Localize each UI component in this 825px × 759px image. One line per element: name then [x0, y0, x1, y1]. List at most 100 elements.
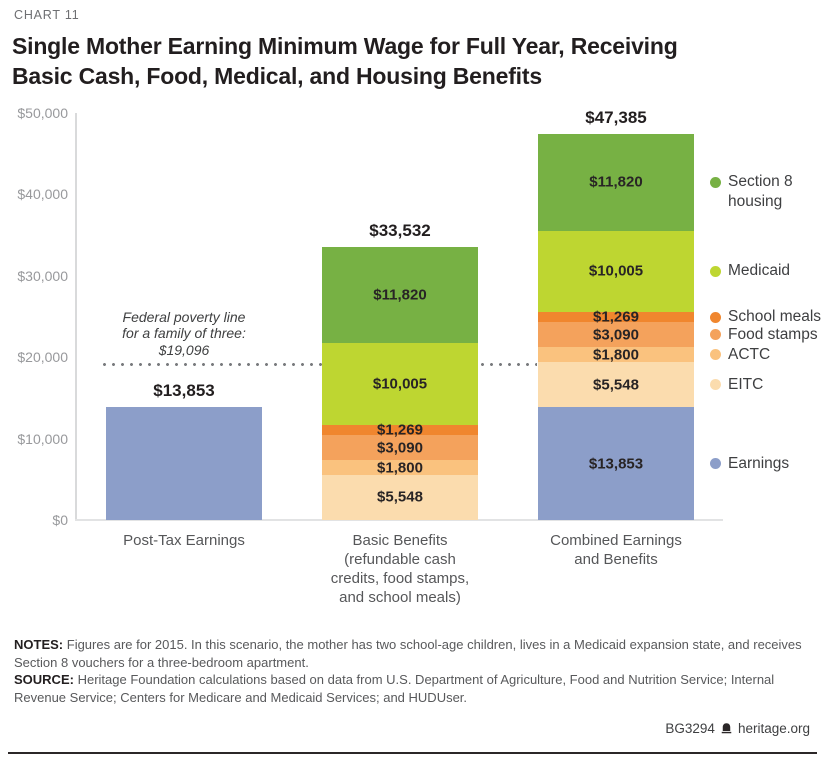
notes-paragraph: NOTES: Figures are for 2015. In this sce… — [14, 636, 813, 671]
legend-item-eitc: EITC — [710, 375, 763, 395]
category-label-1-line1: Post-Tax Earnings — [123, 532, 245, 549]
legend-label-eitc-line1: EITC — [728, 375, 764, 393]
bar-total-label-3: $47,385 — [585, 108, 647, 128]
legend-label-section8-line2: housing — [728, 193, 783, 211]
poverty-line — [103, 363, 537, 367]
bar-segment-earnings — [106, 407, 262, 520]
bar-segment-value-food_stamps: $3,090 — [377, 439, 423, 457]
poverty-line-annotation: Federal poverty line for a family of thre… — [84, 309, 284, 359]
legend-label-actc-line1: ACTC — [728, 345, 771, 363]
page-title-line2: Basic Cash, Food, Medical, and Housing B… — [12, 63, 542, 89]
legend-label-school_meals-line1: School meals — [728, 308, 822, 326]
page-title-line1: Single Mother Earning Minimum Wage for F… — [12, 33, 678, 59]
bar-segment-food_stamps — [322, 435, 478, 461]
report-id: BG3294 — [665, 721, 715, 736]
legend-item-food_stamps: Food stamps — [710, 325, 818, 345]
bar-segment-medicaid — [322, 343, 478, 425]
bar-segment-value-food_stamps: $3,090 — [593, 326, 639, 344]
y-axis-tick-30000: $30,000 — [17, 267, 68, 284]
y-axis-tick-40000: $40,000 — [17, 186, 68, 203]
page-title: Single Mother Earning Minimum Wage for F… — [12, 31, 678, 91]
bar-segment-value-medicaid: $10,005 — [588, 262, 644, 280]
legend-swatch-food_stamps — [710, 329, 721, 341]
bar-segment-value-earnings: $13,853 — [588, 455, 644, 473]
bar-segment-value-school_meals: $1,269 — [593, 308, 639, 326]
bar-segment-section8 — [322, 247, 478, 344]
source-paragraph: SOURCE: Heritage Foundation calculations… — [14, 671, 813, 706]
bar-total-label-2: $33,532 — [369, 221, 431, 241]
stacked-bar-chart: $0 $10,000 $20,000 $30,000 $40,000 $50,000 Fed… — [17, 105, 821, 607]
bar-segment-school_meals — [538, 311, 694, 323]
y-axis-tick-0: $0 — [52, 512, 68, 528]
y-axis-tick-50000: $50,000 — [17, 105, 68, 121]
category-label-3-line1: Combined Earnings — [550, 532, 682, 549]
legend-label-actc: ACTC — [728, 345, 770, 365]
legend-label-food_stamps-line1: Food stamps — [728, 325, 818, 343]
bar-2: $5,548 $1,800 $3,090 $1,269 $10,005 $11,820 — [322, 247, 478, 520]
footer: BG3294 heritage.org — [665, 721, 810, 736]
legend-label-school_meals: School meals — [728, 307, 821, 327]
bar-segment-value-actc: $1,800 — [377, 459, 423, 476]
bar-3: $13,853 $5,548 $1,800 $3,090 $1,269 $10,005 $1… — [538, 134, 694, 520]
legend-item-school_meals: School meals — [710, 307, 821, 327]
bar-segment-value-school_meals: $1,269 — [377, 421, 423, 439]
chart-kicker: CHART 11 — [14, 8, 80, 22]
bar-segment-value-actc: $1,800 — [593, 346, 639, 364]
legend-label-medicaid-line1: Medicaid — [728, 262, 791, 280]
source-label: SOURCE: — [14, 672, 74, 687]
legend-item-earnings: Earnings — [710, 454, 789, 474]
y-axis-line — [75, 113, 77, 520]
notes-text: Figures are for 2015. In this scenario, … — [14, 637, 802, 670]
category-label-2: Basic Benefits (refundable cash credits, f… — [331, 531, 469, 607]
bar-segment-value-eitc: $5,548 — [377, 488, 423, 506]
legend-swatch-earnings — [710, 458, 721, 470]
category-label-2-line3: credits, food stamps, — [330, 570, 470, 587]
bar-segment-value-eitc: $5,548 — [593, 376, 639, 394]
legend-item-section8: Section 8 housing — [710, 172, 793, 212]
notes-label: NOTES: — [14, 637, 64, 652]
bar-segment-actc — [538, 347, 694, 363]
legend-label-earnings-line1: Earnings — [728, 454, 790, 472]
y-axis-tick-10000: $10,000 — [17, 430, 68, 447]
bar-segment-value-section8: $11,820 — [373, 286, 427, 304]
y-axis-tick-20000: $20,000 — [17, 349, 68, 366]
bar-1 — [106, 407, 262, 520]
heritage-bell-icon — [721, 723, 732, 734]
bar-segment-eitc — [322, 474, 478, 520]
poverty-annotation-line1: Federal poverty line — [122, 308, 246, 325]
category-label-1: Post-Tax Earnings — [123, 531, 245, 550]
legend-swatch-medicaid — [710, 265, 721, 277]
category-label-2-line4: and school meals) — [339, 589, 461, 606]
legend-swatch-school_meals — [710, 311, 721, 323]
legend-label-section8-line1: Section 8 — [728, 173, 793, 191]
bar-segment-school_meals — [322, 424, 478, 436]
legend-label-medicaid: Medicaid — [728, 261, 790, 281]
legend-label-section8: Section 8 housing — [728, 172, 793, 212]
category-label-3-line2: and Benefits — [574, 551, 658, 568]
bottom-rule — [8, 752, 817, 754]
notes-block: NOTES: Figures are for 2015. In this sce… — [14, 636, 813, 706]
bar-segment-actc — [322, 460, 478, 475]
legend-swatch-section8 — [710, 176, 721, 188]
source-text: Heritage Foundation calculations based o… — [14, 672, 775, 705]
bar-segment-section8 — [538, 134, 694, 231]
poverty-annotation-line3: $19,096 — [158, 341, 210, 358]
bar-segment-value-medicaid: $10,005 — [372, 375, 428, 393]
legend-item-actc: ACTC — [710, 345, 770, 365]
legend-label-eitc: EITC — [728, 375, 763, 395]
legend-swatch-eitc — [710, 379, 721, 391]
poverty-annotation-line2: for a family of three: — [122, 325, 246, 342]
bar-segment-eitc — [538, 362, 694, 408]
legend-label-food_stamps: Food stamps — [728, 325, 818, 345]
legend-item-medicaid: Medicaid — [710, 261, 790, 281]
bar-segment-earnings — [538, 407, 694, 520]
category-label-2-line1: Basic Benefits — [352, 532, 448, 549]
bar-segment-food_stamps — [538, 322, 694, 348]
bar-segment-value-section8: $11,820 — [589, 173, 643, 191]
bar-total-label-1: $13,853 — [153, 381, 215, 401]
legend-swatch-actc — [710, 349, 721, 361]
legend-label-earnings: Earnings — [728, 454, 789, 474]
category-label-3: Combined Earnings and Benefits — [550, 531, 682, 569]
category-label-2-line2: (refundable cash — [344, 551, 456, 568]
